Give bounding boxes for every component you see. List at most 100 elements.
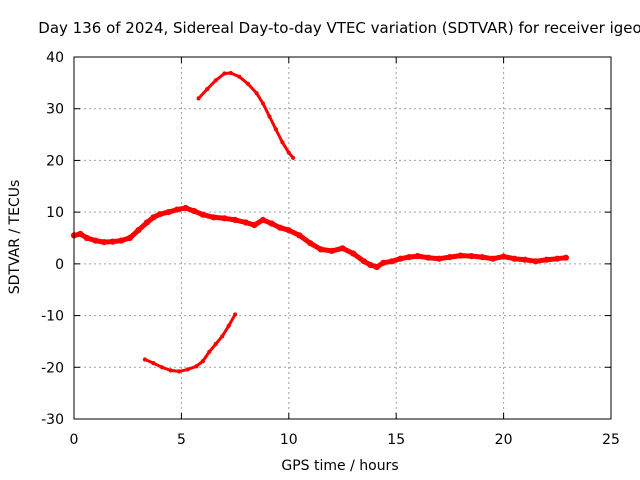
x-tick-label: 25 bbox=[602, 432, 620, 448]
data-point bbox=[118, 237, 125, 244]
data-point bbox=[142, 357, 147, 362]
x-tick-label: 20 bbox=[495, 432, 513, 448]
data-point bbox=[414, 253, 421, 260]
y-tick-label: -20 bbox=[41, 360, 64, 376]
x-tick-label: 15 bbox=[387, 432, 405, 448]
data-point bbox=[194, 364, 199, 369]
data-point bbox=[291, 155, 296, 160]
data-point bbox=[251, 222, 258, 229]
x-tick-label: 0 bbox=[70, 432, 79, 448]
data-point bbox=[185, 367, 190, 372]
data-point bbox=[200, 359, 205, 364]
data-point bbox=[182, 204, 189, 212]
data-point bbox=[199, 211, 206, 218]
ticks: 0 5 10 15 20 25 -30 -20 -10 0 10 20 30 40 bbox=[41, 50, 620, 448]
data-point bbox=[210, 214, 217, 221]
x-tick-label: 10 bbox=[280, 432, 298, 448]
data-point bbox=[221, 215, 228, 222]
data-point bbox=[268, 220, 275, 227]
data-point bbox=[350, 250, 357, 257]
data-point bbox=[135, 227, 142, 234]
data-point bbox=[479, 254, 486, 261]
data-point bbox=[213, 78, 218, 83]
data-point bbox=[151, 361, 156, 366]
data-point bbox=[280, 140, 285, 145]
data-point bbox=[245, 81, 251, 86]
data-point bbox=[220, 334, 225, 339]
data-point bbox=[228, 70, 233, 76]
y-tick-label: 40 bbox=[46, 50, 64, 66]
data-point bbox=[92, 237, 99, 244]
data-point bbox=[207, 349, 212, 354]
data-point bbox=[373, 263, 380, 271]
chart-title: Day 136 of 2024, Sidereal Day-to-day VTE… bbox=[38, 19, 640, 37]
data-point bbox=[77, 230, 84, 237]
data-point bbox=[500, 253, 507, 260]
data-point bbox=[317, 246, 325, 253]
data-point bbox=[109, 238, 116, 245]
data-point bbox=[101, 239, 108, 246]
data-point bbox=[511, 255, 518, 262]
data-point bbox=[226, 323, 231, 328]
data-point bbox=[232, 216, 239, 223]
data-point bbox=[174, 206, 181, 213]
data-point bbox=[522, 256, 529, 263]
y-tick-label: -30 bbox=[41, 412, 64, 428]
data-point bbox=[367, 261, 374, 268]
series-layer bbox=[70, 70, 570, 374]
data-point bbox=[436, 255, 443, 262]
data-point bbox=[307, 240, 314, 247]
grid bbox=[74, 57, 611, 419]
data-point bbox=[168, 368, 173, 373]
data-point bbox=[286, 150, 291, 155]
data-point bbox=[446, 254, 453, 261]
x-tick-label: 5 bbox=[177, 432, 186, 448]
data-point bbox=[285, 227, 292, 234]
data-point bbox=[380, 259, 387, 266]
data-point bbox=[83, 234, 90, 242]
data-point bbox=[237, 74, 242, 79]
data-point bbox=[259, 216, 267, 223]
data-point bbox=[165, 209, 172, 216]
series-line-2 bbox=[197, 71, 295, 160]
series-line-3 bbox=[143, 313, 237, 373]
y-tick-label: 10 bbox=[46, 205, 64, 221]
data-point bbox=[205, 87, 210, 92]
data-point bbox=[196, 96, 201, 101]
data-point bbox=[457, 252, 464, 259]
data-point bbox=[222, 71, 227, 76]
plot-frame bbox=[73, 56, 612, 420]
data-point bbox=[126, 234, 133, 242]
y-axis-label: SDTVAR / TECUs bbox=[7, 180, 23, 295]
data-point bbox=[156, 211, 163, 218]
x-axis-label: GPS time / hours bbox=[281, 458, 398, 474]
data-point bbox=[177, 369, 182, 374]
data-point bbox=[296, 232, 303, 239]
data-point bbox=[143, 219, 151, 226]
data-point bbox=[328, 247, 335, 254]
data-point bbox=[489, 255, 496, 262]
data-point bbox=[254, 91, 259, 96]
data-point bbox=[468, 253, 475, 260]
data-point bbox=[406, 254, 413, 261]
data-point bbox=[562, 254, 570, 261]
data-point bbox=[242, 219, 249, 226]
y-tick-label: 20 bbox=[46, 153, 64, 169]
data-point bbox=[273, 127, 278, 132]
data-point bbox=[532, 258, 539, 265]
data-point bbox=[277, 224, 284, 231]
data-point bbox=[191, 208, 198, 215]
data-point bbox=[233, 312, 238, 317]
data-point bbox=[397, 255, 404, 262]
data-point bbox=[543, 256, 550, 263]
data-point bbox=[260, 101, 266, 106]
y-tick-label: -10 bbox=[41, 309, 64, 325]
y-tick-label: 30 bbox=[46, 102, 64, 118]
data-point bbox=[425, 254, 432, 261]
y-tick-label: 0 bbox=[55, 257, 64, 273]
data-point bbox=[160, 365, 165, 370]
data-point bbox=[150, 214, 157, 221]
data-point bbox=[213, 341, 218, 347]
data-point bbox=[554, 255, 561, 262]
